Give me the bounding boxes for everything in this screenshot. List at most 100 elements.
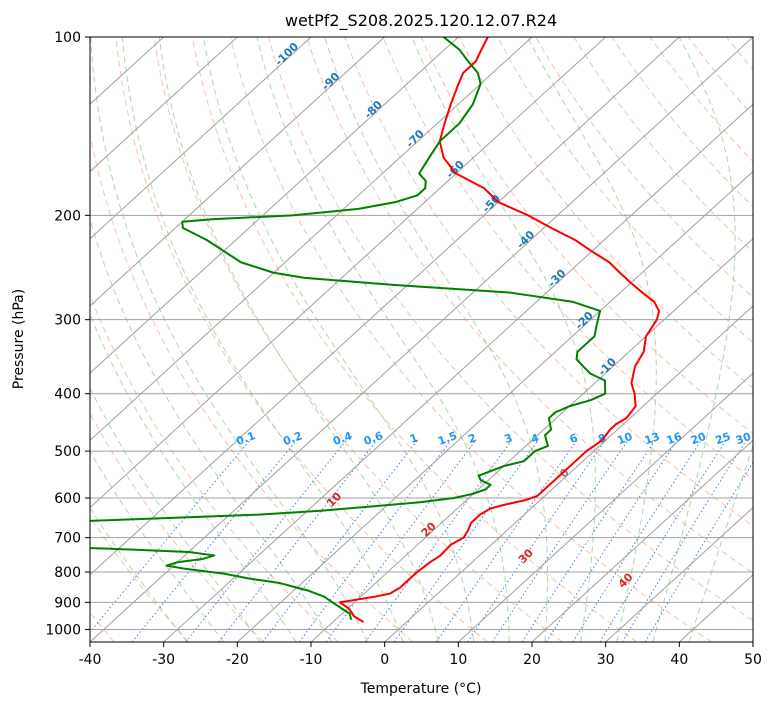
- moist-adiabat-line: [90, 386, 261, 642]
- isotherm-line: [605, 506, 753, 642]
- mixing-ratio-line: [644, 461, 753, 642]
- y-tick-label: 400: [54, 387, 81, 403]
- y-axis-ticks: 1000 900 800 700 600 500 400 300 200 100: [45, 30, 90, 638]
- x-tick-label: -10: [300, 652, 323, 668]
- mixing-ratio-label: 1.5: [436, 429, 459, 448]
- moist-adiabat-line: [256, 37, 510, 642]
- isotherm-line: [90, 37, 607, 509]
- y-tick-label: 500: [54, 444, 81, 460]
- isotherm-line: [90, 37, 680, 576]
- mixing-ratio-label: 0.1: [235, 429, 258, 448]
- dry-adiabat-line: [497, 37, 753, 344]
- mixing-ratio-line: [218, 440, 378, 642]
- mixing-ratio-label: 13: [643, 430, 662, 447]
- isotherm-line: [90, 37, 753, 642]
- mixing-ratio-label: 20: [689, 430, 708, 448]
- mixing-ratio-label: 30: [734, 430, 753, 448]
- mixing-ratio-line: [467, 440, 606, 642]
- moist-adiabats: [90, 37, 753, 642]
- moist-adiabat-line: [202, 37, 475, 642]
- x-tick-label: -20: [226, 652, 249, 668]
- mixing-ratio-label: 16: [665, 430, 684, 448]
- y-tick-label: 100: [54, 30, 81, 46]
- mixing-ratio-line: [491, 440, 629, 642]
- plot-frame: [89, 36, 754, 643]
- moist-adiabat-line: [411, 37, 596, 642]
- dry-adiabat-line: [191, 37, 638, 642]
- dry-adiabat-line: [306, 37, 753, 574]
- x-tick-label: 10: [449, 652, 467, 668]
- mixing-ratio-line: [364, 440, 512, 642]
- mixing-ratio-line: [436, 440, 578, 642]
- mixing-ratio-label: 0.2: [281, 429, 304, 448]
- x-tick-label: 50: [744, 652, 762, 668]
- y-axis-label: Pressure (hPa): [11, 289, 27, 389]
- mixing-ratio-line: [325, 440, 476, 642]
- dry-adiabat-line: [90, 412, 264, 642]
- moist-adiabat-line: [158, 37, 439, 642]
- moist-adiabat-line: [121, 37, 404, 642]
- y-tick-label: 800: [54, 565, 81, 581]
- x-axis-ticks: -40 -30 -20 -10 0 10 20 30 40 50: [79, 642, 762, 668]
- pressure-gridlines: [90, 37, 753, 630]
- mixing-ratio-lines: [90, 440, 753, 642]
- x-tick-label: 0: [380, 652, 389, 668]
- temperature-profile-line: [338, 37, 661, 623]
- isotherm-line: [163, 103, 753, 642]
- mixing-ratio-line: [621, 440, 747, 642]
- dry-adiabat-line: [268, 37, 753, 622]
- x-tick-label: -30: [152, 652, 175, 668]
- isotherms: [90, 37, 753, 642]
- isotherm-line: [90, 37, 386, 307]
- y-tick-label: 600: [54, 491, 81, 507]
- mixing-ratio-label: 25: [714, 430, 733, 447]
- x-tick-label: 20: [523, 652, 541, 668]
- plot-area: -100-90-80-70-60-50-40-30-20-10010203040…: [90, 37, 753, 642]
- profile-series: [90, 37, 661, 623]
- x-tick-label: 40: [670, 652, 688, 668]
- mixing-ratio-label: 3: [503, 431, 515, 446]
- y-tick-label: 700: [54, 531, 81, 547]
- mixing-ratio-label: 0.6: [362, 429, 385, 448]
- x-tick-label: 30: [597, 652, 615, 668]
- moist-adiabat-line: [90, 37, 369, 642]
- mixing-ratio-label: 4: [529, 431, 541, 446]
- mixing-ratio-label: 2: [466, 431, 478, 446]
- isotherm-line: [90, 37, 459, 374]
- y-tick-label: 300: [54, 313, 81, 329]
- mixing-ratio-label: 0.4: [331, 429, 354, 448]
- moist-adiabat-line: [688, 443, 753, 642]
- moist-adiabat-line: [324, 37, 549, 642]
- mixing-ratio-line: [572, 440, 702, 642]
- dry-adiabat-line: [115, 37, 488, 642]
- y-tick-label: 1000: [45, 622, 81, 638]
- mixing-ratio-label: 6: [568, 431, 580, 446]
- isotherm-line: [90, 37, 312, 240]
- x-axis-label: Temperature (°C): [360, 681, 482, 697]
- dry-adiabat-line: [90, 131, 414, 642]
- mixing-ratio-line: [90, 440, 250, 633]
- mixing-ratio-line: [599, 440, 727, 642]
- y-tick-label: 900: [54, 595, 81, 611]
- x-tick-label: -40: [79, 652, 102, 668]
- isotherm-line: [90, 37, 533, 442]
- mixing-ratio-line: [521, 440, 656, 642]
- dry-adiabat-line: [535, 37, 753, 298]
- mixing-ratio-line: [545, 440, 678, 642]
- moist-adiabat-line: [90, 313, 297, 642]
- dewpoint-profile-line: [90, 37, 607, 620]
- isotherm-line: [236, 170, 753, 642]
- isotherm-line: [457, 372, 753, 642]
- moist-adiabat-line: [527, 37, 657, 642]
- moist-adiabat-line: [90, 450, 225, 642]
- dry-adiabat-line: [90, 515, 190, 642]
- dry-adiabat-line: [153, 37, 563, 642]
- isotherm-line: [310, 237, 753, 642]
- isotherm-line: [384, 305, 753, 642]
- isotherm-line: [531, 439, 753, 642]
- moist-adiabat-line: [652, 37, 736, 642]
- isotherm-line: [90, 37, 238, 173]
- mixing-ratio-label: 10: [615, 430, 634, 448]
- y-tick-label: 200: [54, 208, 81, 224]
